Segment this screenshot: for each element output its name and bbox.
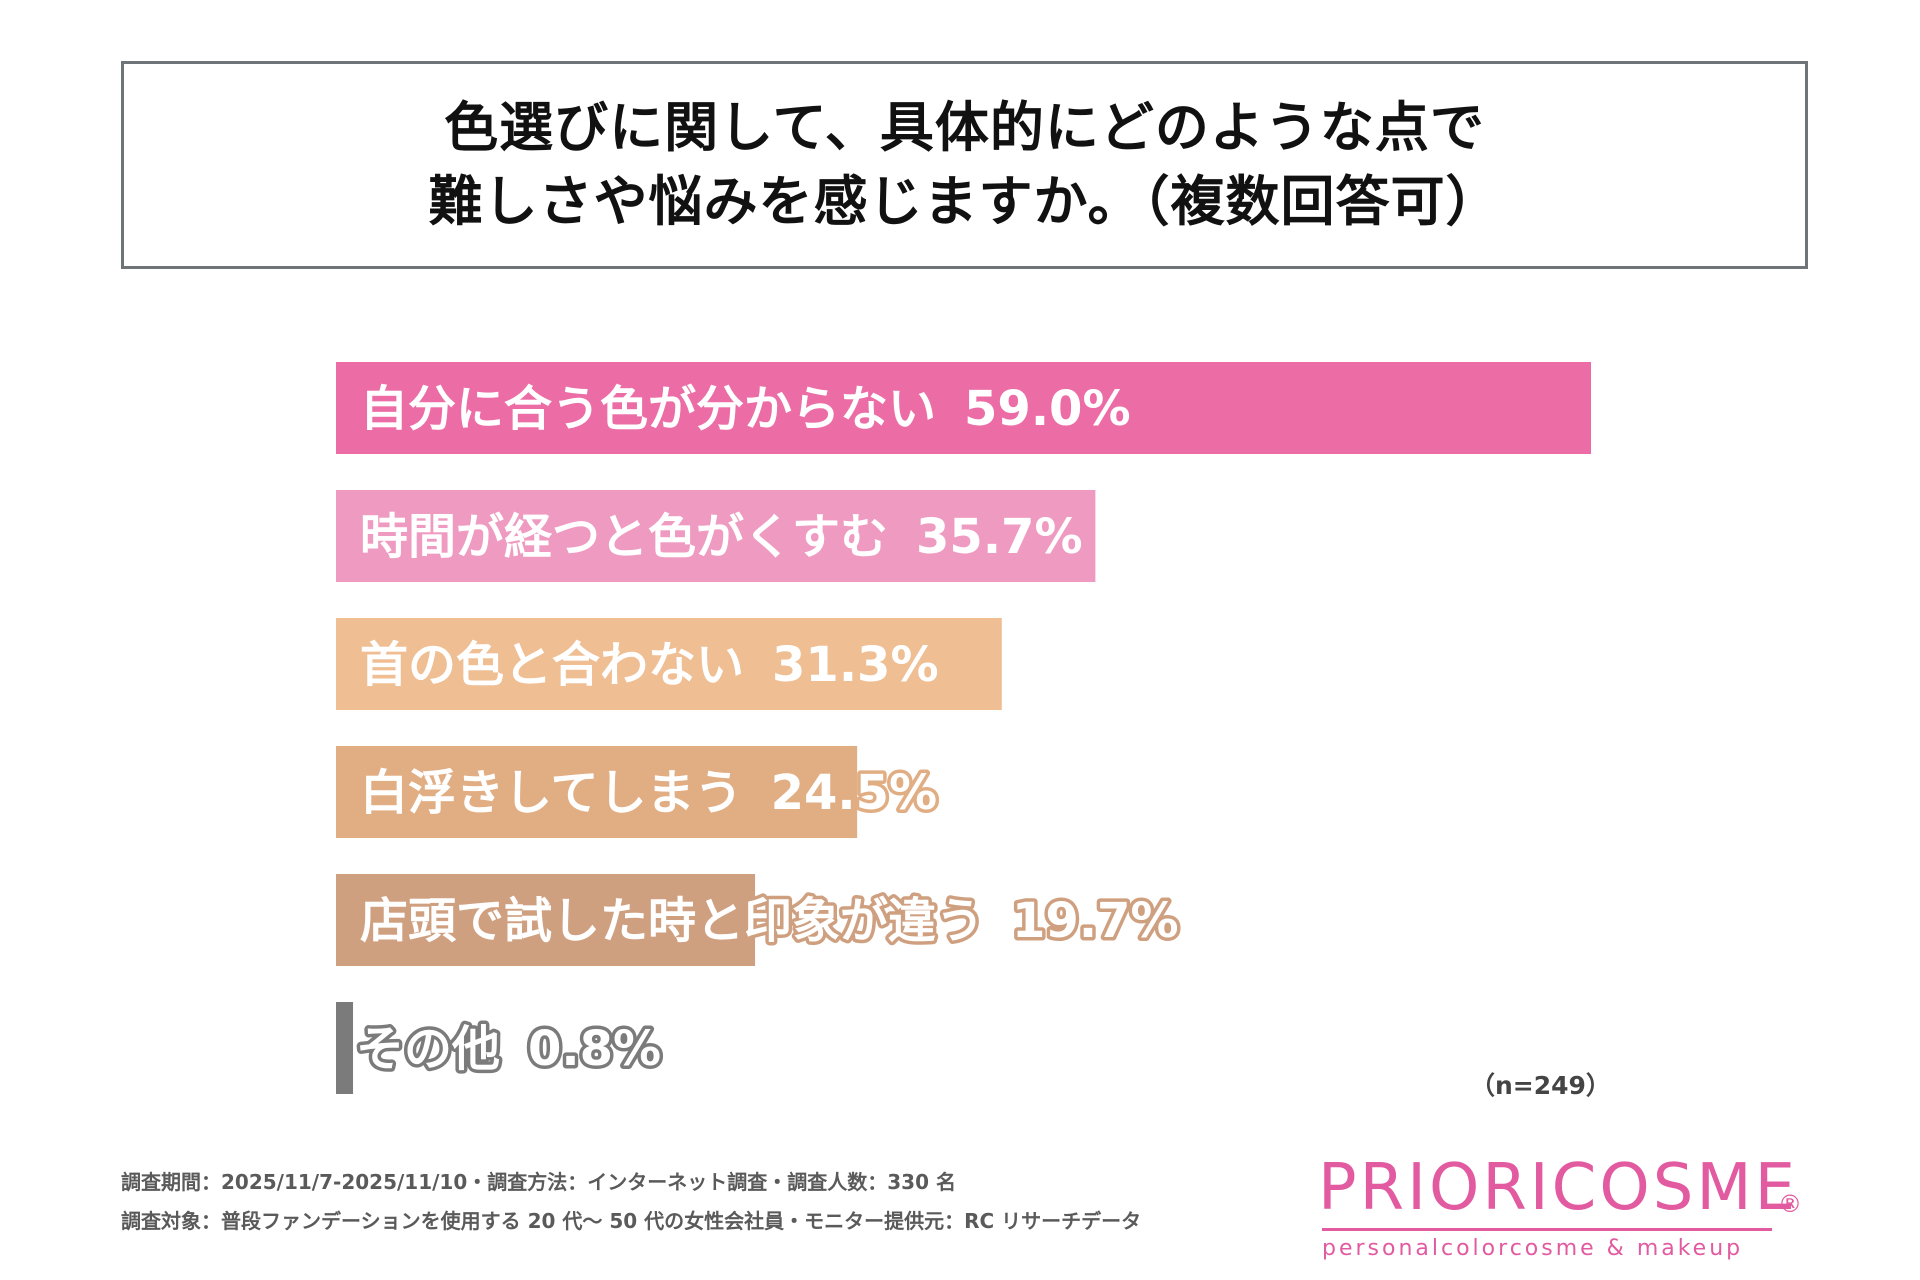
category-label-3: 首の色と合わない	[360, 637, 744, 693]
category-label-6: その他	[356, 1021, 500, 1077]
bar-6	[336, 1002, 354, 1094]
value-label-5: 19.7%	[1012, 893, 1179, 949]
registered-mark-icon: ®	[1778, 1190, 1802, 1218]
value-label-1: 59.0%	[964, 381, 1131, 437]
bar-label-1: 自分に合う色が分からない 59.0%	[360, 381, 1131, 437]
value-label-3: 31.3%	[772, 637, 939, 693]
bar-1	[336, 362, 1591, 454]
bar-3	[336, 618, 1002, 710]
bar-chart: 自分に合う色が分からない 59.0% 時間が経つと色がくすむ 35.7% 首の色と合わな…	[336, 362, 1591, 1094]
bar-label-6: その他 0.8%	[356, 1021, 661, 1077]
category-label-1: 自分に合う色が分からない	[360, 381, 936, 437]
value-label-6: 0.8%	[528, 1021, 661, 1077]
value-label-4: 24.5%	[771, 765, 938, 821]
sample-size-label: （n=249）	[1470, 1071, 1611, 1100]
brand-tagline: personalcolorcosme & makeup	[1322, 1236, 1744, 1261]
value-label-2: 35.7%	[916, 509, 1083, 565]
chart-title-line-1: 色選びに関して、具体的にどのような点で	[444, 96, 1485, 159]
brand-name: PRIORICOSME	[1318, 1151, 1798, 1225]
category-label-2: 時間が経つと色がくすむ	[360, 509, 888, 565]
bar-5	[336, 874, 756, 966]
bar-label-5: 店頭で試した時と印象が違う 19.7%	[360, 893, 1179, 949]
category-label-5: 店頭で試した時と印象が違う	[360, 893, 984, 949]
category-label-4: 白浮きしてしまう	[360, 765, 743, 821]
bar-4	[336, 746, 858, 838]
survey-info-line-1: 調査期間：2025/11/7-2025/11/10・調査方法：インターネット調査…	[121, 1170, 956, 1194]
bar-label-3: 首の色と合わない 31.3%	[360, 637, 939, 693]
brand-divider	[1322, 1228, 1772, 1231]
brand-logo: PRIORICOSME ® personalcolorcosme & makeu…	[1318, 1151, 1808, 1261]
bar-label-2: 時間が経つと色がくすむ 35.7%	[360, 509, 1083, 565]
bar-label-4: 白浮きしてしまう 24.5%	[360, 765, 937, 821]
bar-2	[336, 490, 1096, 582]
chart-title-line-2: 難しさや悩みを感じますか。（複数回答可）	[428, 170, 1501, 233]
title-box: 色選びに関して、具体的にどのような点で 難しさや悩みを感じますか。（複数回答可）	[121, 61, 1808, 269]
survey-info-line-2: 調査対象：普段ファンデーションを使用する 20 代〜 50 代の女性会社員・モニ…	[121, 1209, 1142, 1233]
